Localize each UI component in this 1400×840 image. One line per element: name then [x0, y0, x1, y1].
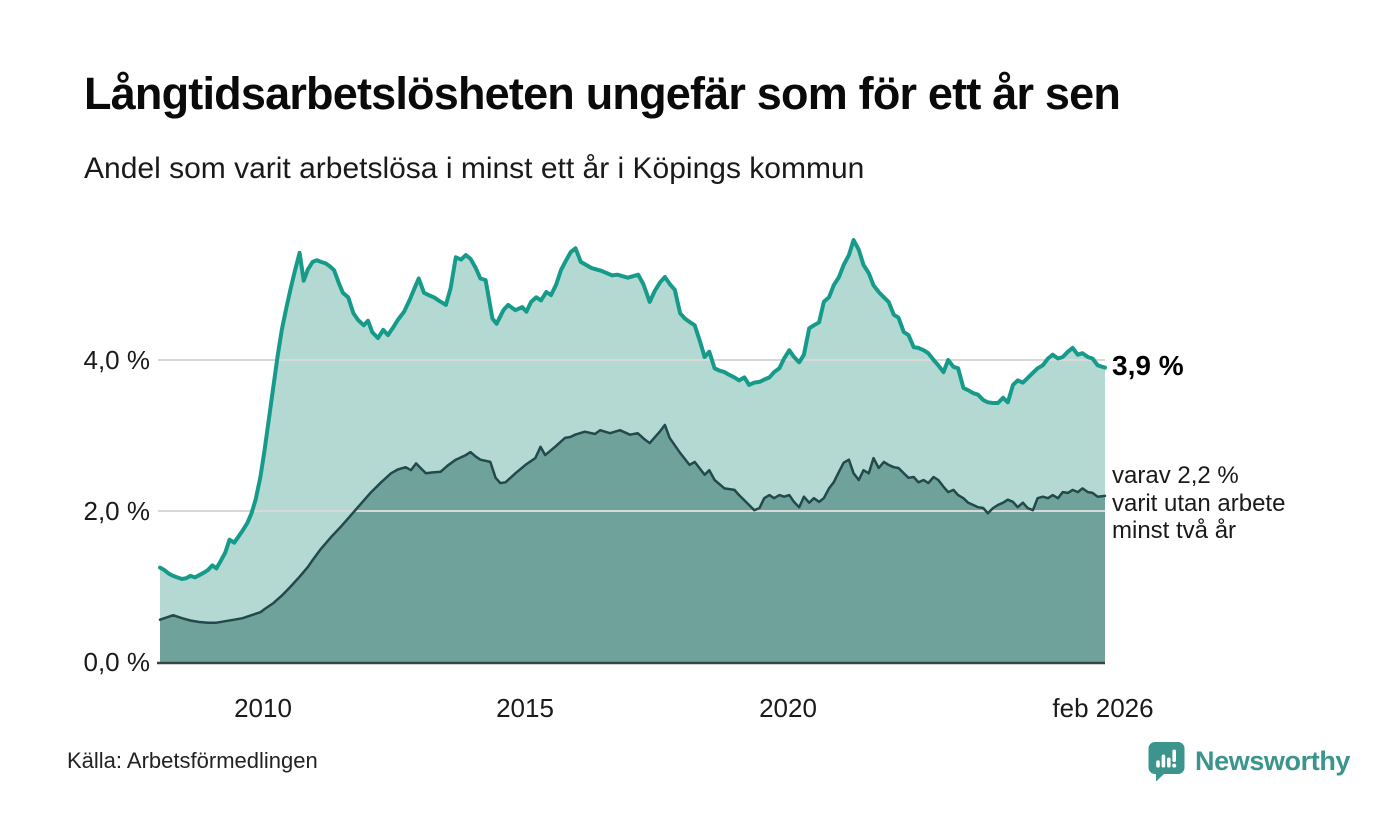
secondary-value-annotation: varav 2,2 % varit utan arbete minst två … [1112, 462, 1285, 545]
x-axis-tick-2015: 2015 [496, 693, 554, 723]
chart-subtitle: Andel som varit arbetslösa i minst ett å… [84, 152, 865, 185]
page-title: Långtidsarbetslösheten ungefär som för e… [84, 68, 1121, 119]
latest-value-label: 3,9 % [1112, 350, 1184, 381]
x-axis-tick-2020: 2020 [759, 693, 817, 723]
secondary-annotation-line-2: varit utan arbete [1112, 489, 1286, 517]
y-axis-tick-2: 2,0 % [83, 496, 151, 526]
newsworthy-logo[interactable]: Newsworthy [1146, 740, 1350, 782]
x-axis-tick-feb-2026: feb 2026 [1052, 693, 1154, 723]
y-axis-tick-0: 0,0 % [83, 647, 151, 677]
secondary-annotation-line-1: varav 2,2 % [1112, 462, 1239, 489]
secondary-annotation-line-3: minst två år [1112, 517, 1237, 544]
newsworthy-icon [1146, 740, 1186, 782]
newsworthy-wordmark: Newsworthy [1195, 745, 1351, 776]
x-axis-tick-2010: 2010 [234, 693, 292, 723]
source-note: Källa: Arbetsförmedlingen [67, 748, 318, 773]
y-axis-tick-4: 4,0 % [83, 345, 151, 375]
